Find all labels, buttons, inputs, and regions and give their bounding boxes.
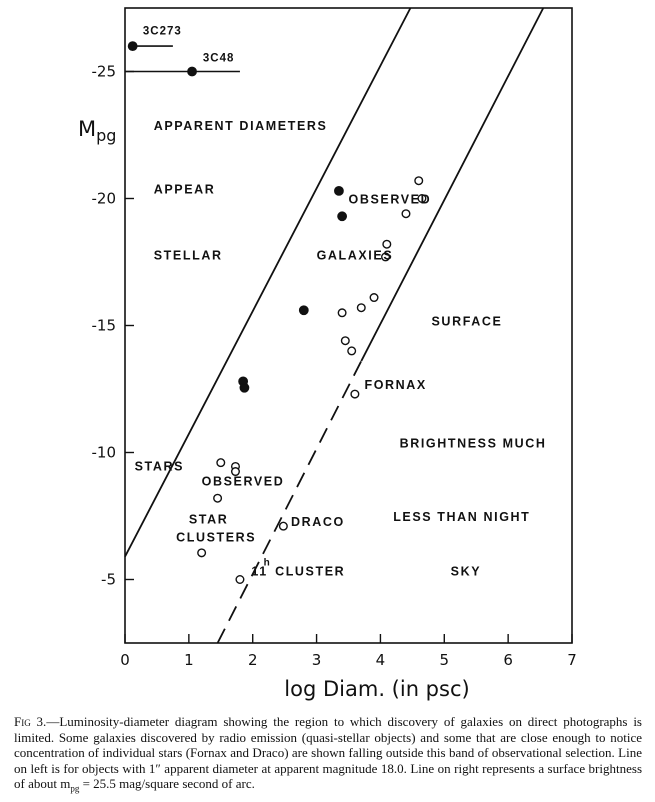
- open-point: [230, 467, 240, 477]
- open-point: [340, 336, 350, 346]
- open-point: [216, 458, 226, 468]
- x-axis-ticks: 0 1 2 3 4 5 6 7: [120, 634, 577, 669]
- error-bars: [125, 45, 240, 73]
- open-point: [347, 346, 357, 356]
- open-point: [197, 548, 207, 558]
- x-tick-label: 7: [567, 651, 577, 669]
- x-tick-label: 5: [440, 651, 450, 669]
- source-label: 3C273: [143, 26, 182, 38]
- luminosity-diameter-chart: 0 1 2 3 4 5 6 7 -5 -10 -15 -20 -25 3C273 3C48 APPAREN…: [78, 7, 577, 701]
- y-axis-ticks: -5 -10 -15 -20 -25: [92, 63, 134, 589]
- y-tick-label: -20: [92, 190, 117, 208]
- open-point: [356, 303, 366, 313]
- filled-point: [187, 66, 197, 77]
- region-annotation: STAR: [189, 513, 229, 527]
- y-tick-label: -15: [92, 317, 117, 335]
- region-annotation: BRIGHTNESS MUCH: [400, 436, 547, 450]
- region-annotation: LESS THAN NIGHT: [393, 510, 530, 524]
- open-point: [401, 209, 411, 219]
- data-points: [127, 41, 427, 585]
- x-tick-label: 0: [120, 651, 130, 669]
- region-annotation: DRACO: [291, 515, 345, 529]
- region-annotation: CLUSTERS: [176, 530, 256, 544]
- open-point: [417, 193, 427, 203]
- y-axis-title-sub: pg: [96, 126, 116, 145]
- filled-point: [298, 305, 309, 316]
- region-annotation: SURFACE: [432, 315, 503, 329]
- caption-subscript: pg: [70, 783, 80, 794]
- open-point: [369, 293, 379, 303]
- region-annotation: CLUSTER: [275, 565, 345, 579]
- region-annotation: STELLAR: [154, 248, 223, 262]
- open-point: [382, 239, 392, 249]
- y-tick-label: -10: [92, 444, 117, 462]
- caption-label: Fig 3.: [14, 714, 47, 729]
- open-point: [278, 521, 288, 531]
- filled-point: [337, 211, 348, 222]
- region-annotation: SKY: [451, 565, 482, 579]
- y-axis-title: Mpg: [78, 117, 116, 145]
- open-point: [414, 176, 424, 186]
- y-tick-label: -5: [101, 571, 116, 589]
- solid-selection-line: [124, 7, 412, 558]
- region-annotation: STARS: [135, 459, 184, 473]
- x-tick-label: 1: [184, 651, 194, 669]
- x-tick-label: 3: [312, 651, 322, 669]
- region-annotation: GALAXIES: [317, 248, 394, 262]
- open-point: [337, 308, 347, 318]
- caption-tail: = 25.5 mag/square second of arc.: [79, 776, 255, 791]
- dashed-selection-line: [216, 360, 363, 644]
- plot-border: [124, 7, 573, 644]
- x-tick-label: 4: [376, 651, 386, 669]
- region-annotation: APPARENT DIAMETERS: [154, 119, 328, 133]
- open-point: [350, 389, 360, 399]
- region-annotation: 11: [251, 565, 267, 579]
- x-tick-label: 6: [503, 651, 513, 669]
- y-tick-label: -25: [92, 63, 117, 81]
- x-axis-title: log Diam. (in psc): [284, 677, 469, 701]
- region-annotation: OBSERVED: [202, 475, 285, 489]
- region-annotation: APPEAR: [154, 182, 216, 196]
- figure-caption: Fig 3.—Luminosity-diameter diagram showi…: [14, 714, 642, 797]
- region-annotation: h: [264, 558, 272, 569]
- open-point: [213, 493, 223, 503]
- region-annotation: FORNAX: [364, 378, 426, 392]
- caption-text: —Luminosity-diameter diagram showing the…: [14, 714, 642, 791]
- open-point: [235, 575, 245, 585]
- chart-annotations: 3C273 3C48 APPARENT DIAMETERS APPEAR STELLAR…: [135, 26, 547, 579]
- y-axis-title-main: M: [78, 117, 96, 141]
- selection-lines: [124, 7, 545, 644]
- x-tick-label: 2: [248, 651, 258, 669]
- plot-frame: [124, 7, 573, 644]
- open-point: [381, 252, 391, 262]
- filled-point: [239, 382, 250, 393]
- filled-point: [334, 185, 344, 196]
- solid-selection-line: [360, 7, 545, 362]
- region-annotation: OBSERVED: [349, 193, 432, 207]
- source-label: 3C48: [203, 52, 235, 64]
- filled-point: [127, 41, 138, 51]
